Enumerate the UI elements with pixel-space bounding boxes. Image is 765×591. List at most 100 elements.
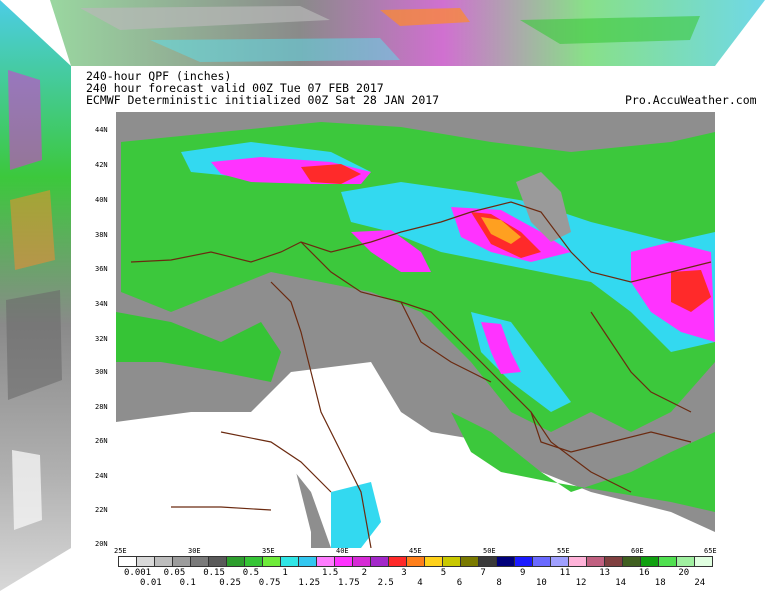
lon-label: 45E: [409, 547, 422, 555]
colorbar-label: 0.05: [163, 568, 186, 578]
colorbar-label: 18: [654, 578, 666, 588]
colorbar-label: 5: [440, 568, 447, 578]
colorbar-swatch: [478, 556, 497, 567]
colorbar-label: 1.75: [338, 578, 360, 588]
precip-green-north: [121, 122, 715, 432]
lon-label: 40E: [336, 547, 349, 555]
colorbar-swatch: [496, 556, 515, 567]
colorbar-swatch: [658, 556, 677, 567]
colorbar-label: 6: [456, 578, 463, 588]
colorbar-label: 9: [520, 568, 526, 578]
colorbar-swatch: [388, 556, 407, 567]
lat-label: 32N: [95, 335, 108, 343]
precip-core-turkey: [301, 164, 361, 184]
colorbar-label: 0.001: [124, 568, 152, 578]
colorbar-swatch: [154, 556, 173, 567]
colorbar-swatch: [460, 556, 479, 567]
precip-green-south: [451, 412, 715, 512]
cube-left-face: [0, 0, 71, 591]
colorbar-swatch: [208, 556, 227, 567]
precip-map: 44N 42N 40N 38N 36N 34N 32N 30N 28N 26N …: [71, 112, 715, 548]
colorbar-label: 1: [282, 568, 288, 578]
lon-label: 65E: [704, 547, 717, 555]
colorbar-swatch: [424, 556, 443, 567]
lon-label: 55E: [557, 547, 570, 555]
lon-label: 30E: [188, 547, 201, 555]
colorbar-swatch: [334, 556, 353, 567]
lat-label: 38N: [95, 231, 108, 239]
colorbar-label: 2: [361, 568, 368, 578]
colorbar-swatch: [442, 556, 461, 567]
colorbar-swatch: [514, 556, 533, 567]
colorbar-label: 1.25: [298, 578, 321, 588]
colorbar-swatch: [280, 556, 299, 567]
colorbar-swatch: [226, 556, 245, 567]
colorbar-swatch: [532, 556, 551, 567]
colorbar-label: 0.75: [258, 578, 281, 588]
lat-label: 40N: [95, 196, 108, 204]
colorbar-swatch: [352, 556, 371, 567]
precip-core-caspian-orange: [481, 217, 521, 244]
colorbar-label: 0.01: [140, 578, 162, 588]
colorbar-swatch: [172, 556, 191, 567]
precip-cyan-caucasus: [341, 182, 715, 352]
dry-region-egypt: [116, 412, 311, 548]
colorbar-label: 8: [496, 578, 502, 588]
colorbar-swatch: [136, 556, 155, 567]
model-init-line: ECMWF Deterministic initialized 00Z Sat …: [86, 93, 440, 107]
colorbar-label: 16: [638, 568, 650, 578]
colorbar-label: 0.15: [203, 568, 225, 578]
map-title: 240-hour QPF (inches): [86, 69, 232, 83]
lat-label: 20N: [95, 540, 108, 548]
colorbar-label: 7: [480, 568, 486, 578]
cube-top-face: [50, 0, 765, 66]
colorbar-swatch: [640, 556, 659, 567]
colorbar-label: 3: [401, 568, 407, 578]
forecast-valid-line: 240 hour forecast valid 00Z Tue 07 FEB 2…: [86, 81, 384, 95]
colorbar-label: 11: [559, 568, 571, 578]
colorbar-label: 2.5: [377, 578, 394, 588]
colorbar-swatch: [406, 556, 425, 567]
colorbar-swatch: [604, 556, 623, 567]
colorbar-swatch: [586, 556, 605, 567]
colorbar-swatch: [298, 556, 317, 567]
lon-label: 35E: [262, 547, 275, 555]
lon-label: 25E: [114, 547, 127, 555]
country-borders: [130, 201, 712, 548]
colorbar-swatch: [118, 556, 137, 567]
colorbar-swatch: [262, 556, 281, 567]
lat-label: 30N: [95, 368, 108, 376]
colorbar-swatch: [370, 556, 389, 567]
colorbar-label: 14: [615, 578, 627, 588]
colorbar-label: 0.25: [219, 578, 241, 588]
colorbar-label: 0.1: [179, 578, 196, 588]
lon-label: 50E: [483, 547, 496, 555]
colorbar-label: 13: [599, 568, 611, 578]
lat-label: 26N: [95, 437, 108, 445]
colorbar-label: 1.5: [322, 568, 339, 578]
precip-magenta-zagros: [481, 322, 521, 374]
precip-core-pakistan: [671, 270, 711, 312]
lat-label: 34N: [95, 300, 108, 308]
lon-label: 60E: [631, 547, 644, 555]
site-credit: Pro.AccuWeather.com: [625, 93, 757, 107]
colorbar-swatch: [550, 556, 569, 567]
colorbar-swatch: [190, 556, 209, 567]
precip-green-med: [116, 312, 281, 382]
lat-label: 28N: [95, 403, 108, 411]
precip-magenta-iraq: [351, 230, 431, 272]
lat-label: 24N: [95, 472, 108, 480]
lat-label: 44N: [95, 126, 108, 134]
colorbar-swatch: [694, 556, 713, 567]
caspian-sea: [516, 172, 571, 242]
colorbar-swatch: [622, 556, 641, 567]
lat-label: 42N: [95, 161, 108, 169]
lat-label: 36N: [95, 265, 108, 273]
colorbar-swatch: [244, 556, 263, 567]
colorbar-label: 0.5: [242, 568, 260, 578]
colorbar-label: 4: [417, 578, 423, 588]
colorbar-swatch: [316, 556, 335, 567]
lat-label: 22N: [95, 506, 108, 514]
colorbar-swatch: [676, 556, 695, 567]
colorbar-label: 20: [678, 568, 690, 578]
